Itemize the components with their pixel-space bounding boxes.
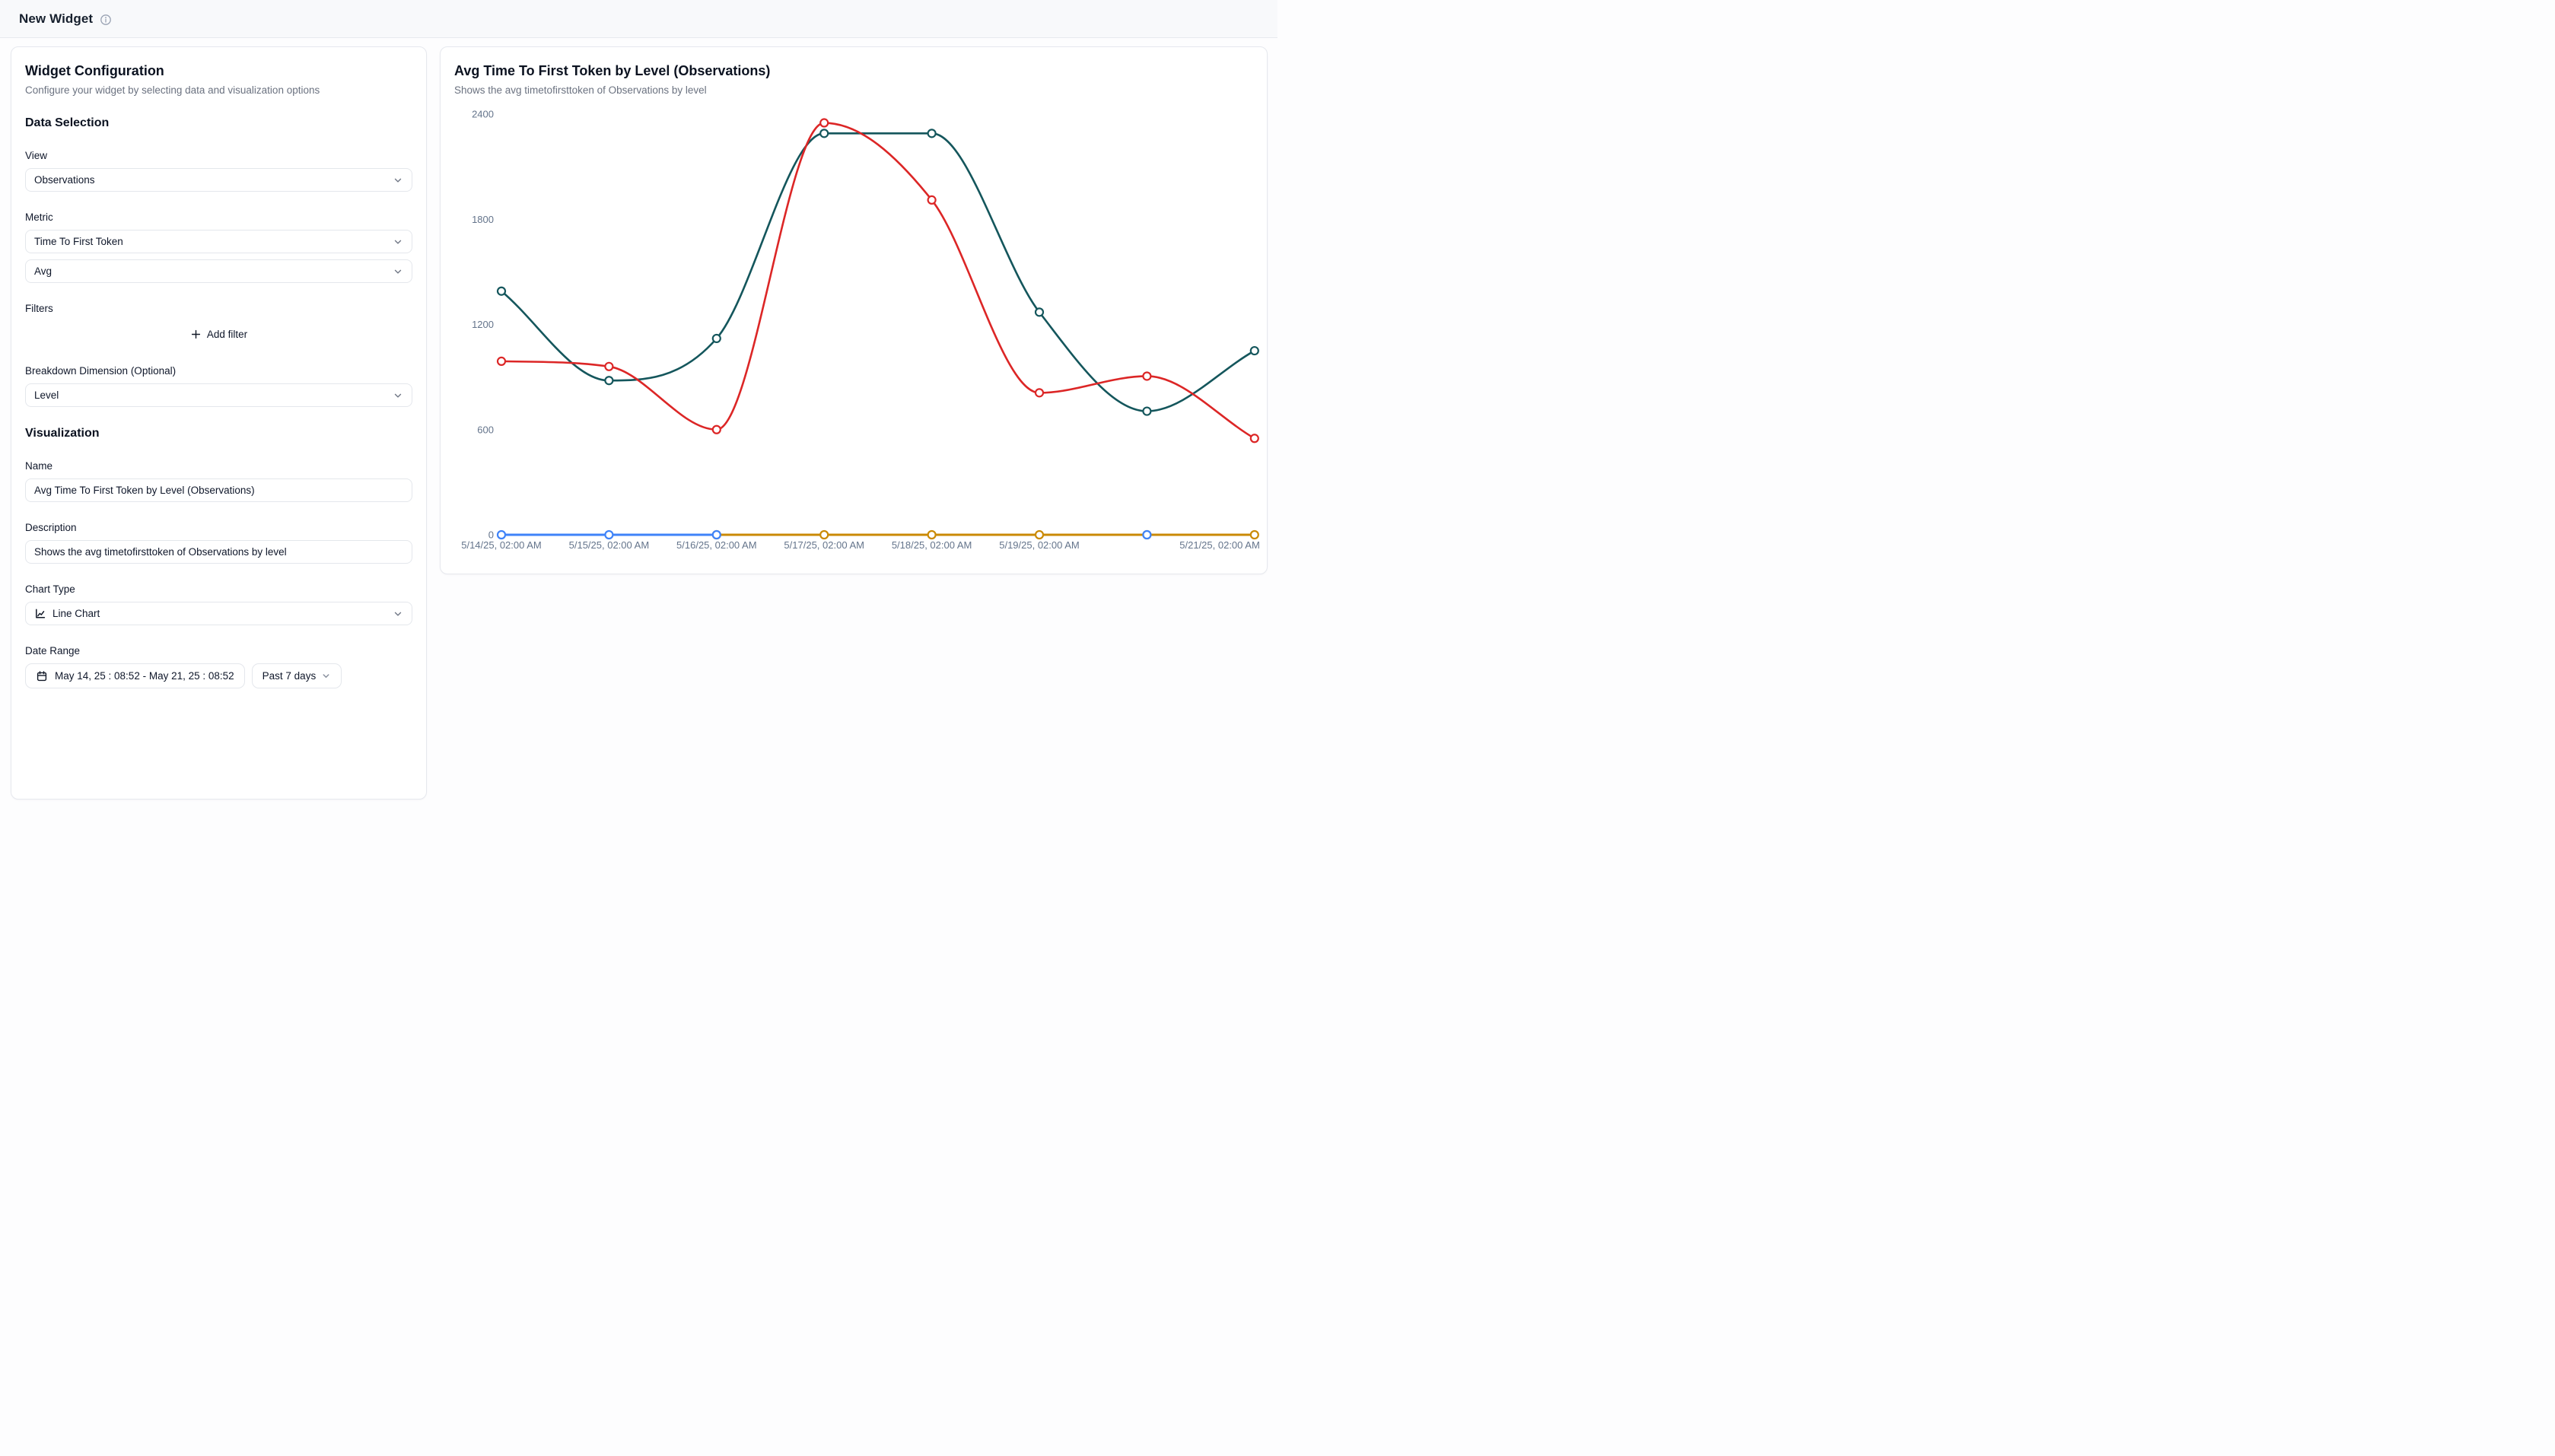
line-chart: 0 600 1200 1800 2400 5/14/25, 02:00 AM 5/15/25… <box>461 109 1260 552</box>
calendar-icon <box>37 670 47 681</box>
date-range-button[interactable]: May 14, 25 : 08:52 - May 21, 25 : 08:52 <box>25 663 245 689</box>
metric-select-value: Time To First Token <box>34 236 123 248</box>
svg-text:5/14/25, 02:00 AM: 5/14/25, 02:00 AM <box>461 539 542 551</box>
svg-text:5/21/25, 02:00 AM: 5/21/25, 02:00 AM <box>1179 539 1260 551</box>
metric-select[interactable]: Time To First Token <box>25 230 412 254</box>
main-content: Widget Configuration Configure your widg… <box>0 38 1278 800</box>
config-panel-title: Widget Configuration <box>25 63 164 78</box>
breakdown-select-value: Level <box>34 389 59 402</box>
top-bar: New Widget <box>0 0 1278 38</box>
svg-text:1800: 1800 <box>472 214 494 225</box>
svg-text:1200: 1200 <box>472 319 494 330</box>
plus-icon <box>191 329 200 339</box>
description-input[interactable] <box>25 540 412 564</box>
svg-text:5/18/25, 02:00 AM: 5/18/25, 02:00 AM <box>892 539 972 551</box>
chevron-down-icon <box>394 240 402 244</box>
svg-text:5/19/25, 02:00 AM: 5/19/25, 02:00 AM <box>999 539 1080 551</box>
add-filter-row: Add filter <box>25 323 412 345</box>
chart-type-select[interactable]: Line Chart <box>25 602 412 626</box>
chevron-down-icon <box>394 393 402 398</box>
config-panel-subtitle: Configure your widget by selecting data … <box>25 84 320 96</box>
date-range-row: May 14, 25 : 08:52 - May 21, 25 : 08:52 … <box>25 663 412 689</box>
line-chart-icon <box>36 608 46 618</box>
metric-label: Metric <box>25 211 53 224</box>
chart-title: Avg Time To First Token by Level (Observ… <box>454 63 771 78</box>
date-range-value: May 14, 25 : 08:52 - May 21, 25 : 08:52 <box>55 670 234 682</box>
svg-text:2400: 2400 <box>472 109 494 120</box>
chevron-down-icon <box>394 269 402 274</box>
aggregation-select-value: Avg <box>34 265 52 278</box>
date-preset-value: Past 7 days <box>262 670 317 682</box>
breakdown-label: Breakdown Dimension (Optional) <box>25 365 177 377</box>
aggregation-select[interactable]: Avg <box>25 259 412 284</box>
name-input[interactable] <box>25 478 412 503</box>
date-range-label: Date Range <box>25 645 81 657</box>
info-icon[interactable] <box>100 14 112 26</box>
date-preset-button[interactable]: Past 7 days <box>251 663 342 689</box>
svg-text:0: 0 <box>488 529 494 541</box>
svg-text:5/16/25, 02:00 AM: 5/16/25, 02:00 AM <box>676 539 757 551</box>
chart-preview-card: Avg Time To First Token by Level (Observ… <box>440 46 1268 574</box>
chevron-down-icon <box>394 178 402 183</box>
data-selection-heading: Data Selection <box>25 116 110 130</box>
chart-type-value: Line Chart <box>52 608 100 620</box>
chevron-down-icon <box>323 674 329 679</box>
breakdown-select[interactable]: Level <box>25 383 412 408</box>
svg-text:5/17/25, 02:00 AM: 5/17/25, 02:00 AM <box>784 539 864 551</box>
view-label: View <box>25 150 48 162</box>
svg-text:5/15/25, 02:00 AM: 5/15/25, 02:00 AM <box>569 539 650 551</box>
page-title: New Widget <box>19 11 94 26</box>
chart-subtitle: Shows the avg timetofirsttoken of Observ… <box>454 84 707 96</box>
view-select[interactable]: Observations <box>25 168 412 192</box>
add-filter-button[interactable]: Add filter <box>183 323 255 345</box>
chevron-down-icon <box>394 612 402 616</box>
chart-type-label: Chart Type <box>25 583 75 596</box>
view-select-value: Observations <box>34 174 95 186</box>
description-label: Description <box>25 522 77 534</box>
widget-configuration-panel: Widget Configuration Configure your widg… <box>11 46 427 800</box>
add-filter-label: Add filter <box>206 329 248 341</box>
svg-text:600: 600 <box>477 424 494 435</box>
filters-label: Filters <box>25 303 53 315</box>
visualization-heading: Visualization <box>25 427 100 440</box>
name-label: Name <box>25 460 53 472</box>
